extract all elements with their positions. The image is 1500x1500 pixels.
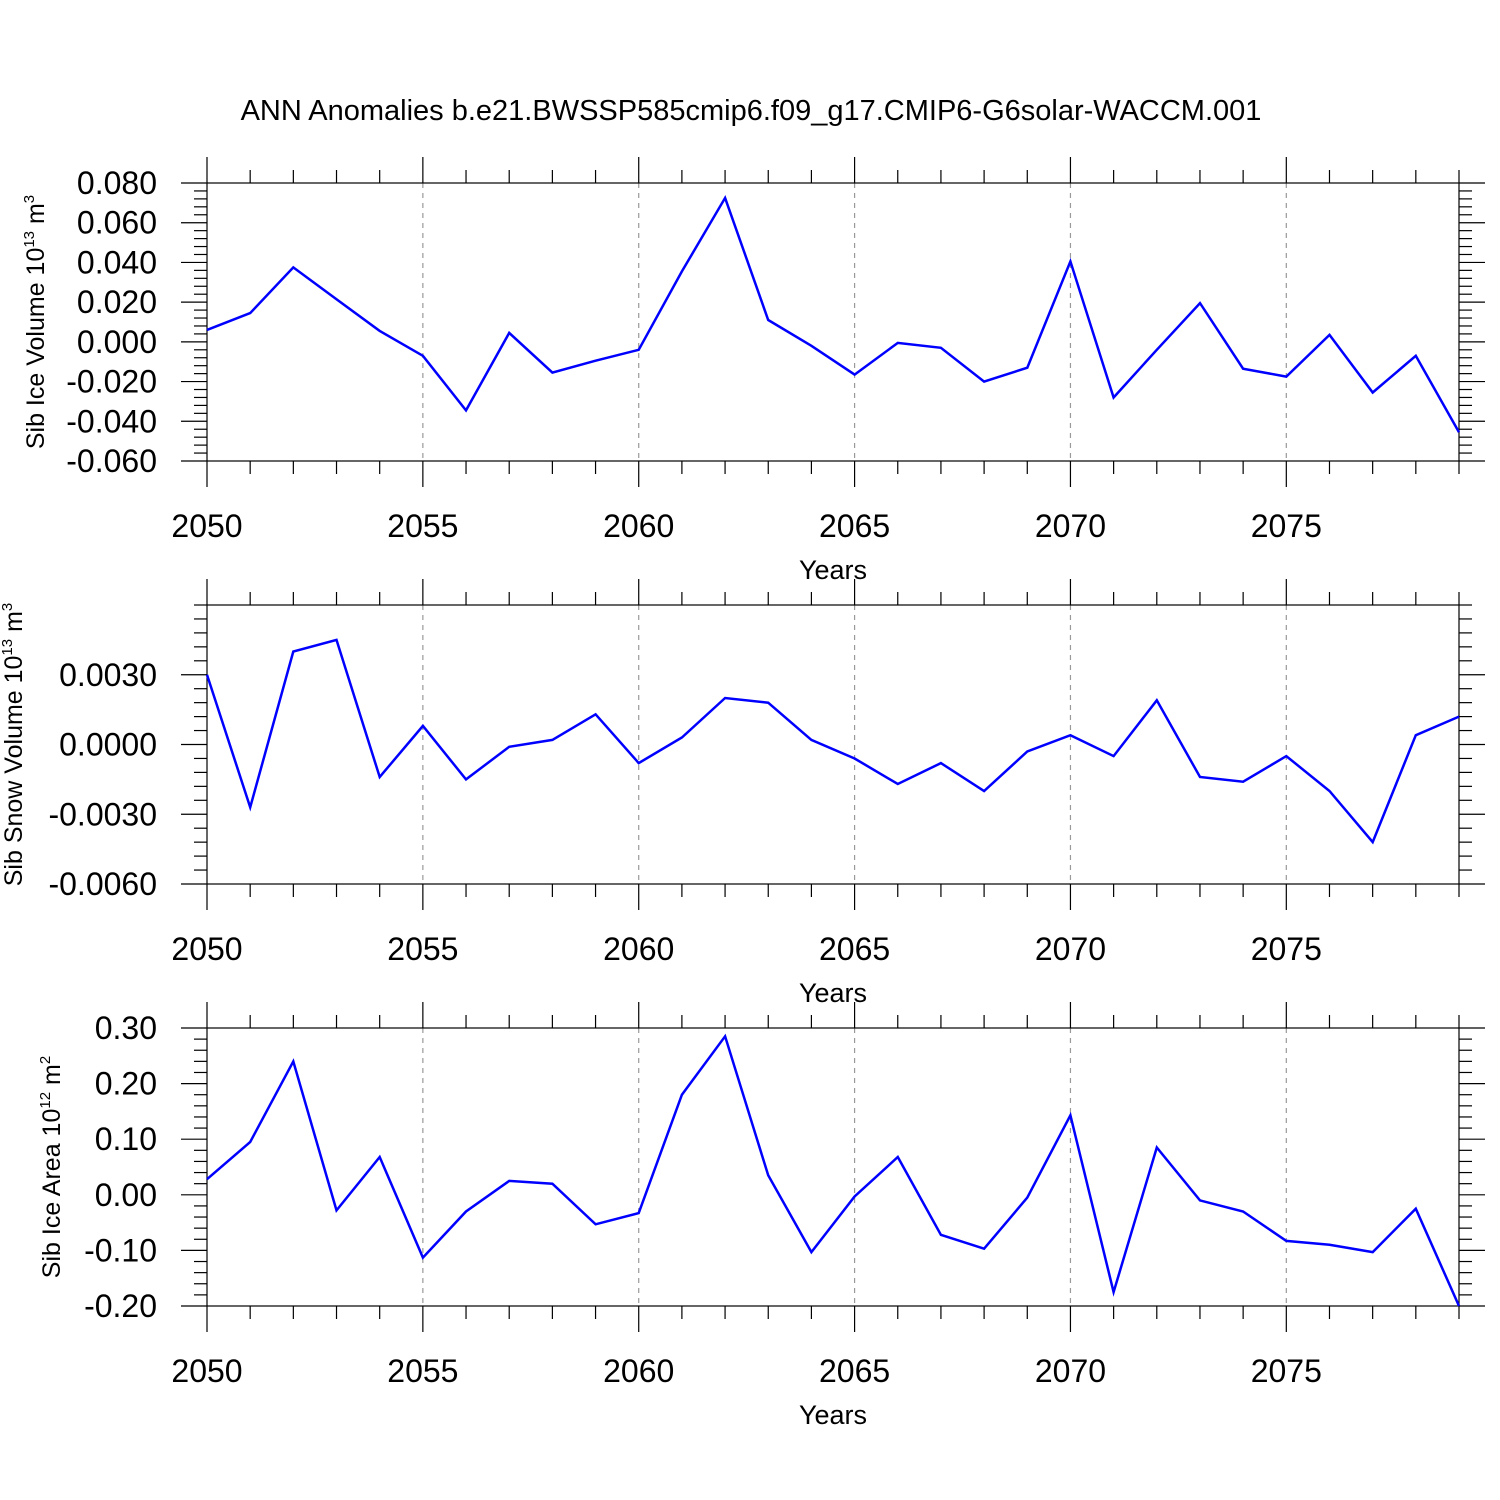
y-tick-label: 0.30 xyxy=(95,1010,157,1046)
y-axis-label: Sib Ice Area 1012 m2 xyxy=(37,1056,66,1278)
x-tick-label: 2060 xyxy=(603,1353,674,1389)
x-tick-label: 2075 xyxy=(1251,931,1322,967)
x-tick-label: 2070 xyxy=(1035,931,1106,967)
x-tick-label: 2065 xyxy=(819,508,890,544)
x-tick-label: 2055 xyxy=(387,508,458,544)
y-tick-label: 0.080 xyxy=(77,165,157,201)
y-tick-label: 0.060 xyxy=(77,205,157,241)
plot-frame xyxy=(206,182,1460,462)
y-tick-label: -0.060 xyxy=(66,443,157,479)
y-axis-label: Sib Snow Volume 1013 m3 xyxy=(0,603,28,887)
y-tick-label: 0.20 xyxy=(95,1066,157,1102)
y-tick-label: -0.20 xyxy=(84,1288,157,1324)
y-tick-label: 0.020 xyxy=(77,284,157,320)
panel-3: -0.20 -0.10 0.00 0.10 0.20 0.30 2050 2055 2060 20… xyxy=(37,1002,1485,1430)
x-tick-label: 2075 xyxy=(1251,508,1322,544)
y-tick-label: 0.000 xyxy=(77,324,157,360)
y-tick-label: -0.10 xyxy=(84,1232,157,1268)
x-tick-label: 2065 xyxy=(819,931,890,967)
x-tick-label: 2060 xyxy=(603,508,674,544)
x-tick-label: 2070 xyxy=(1035,508,1106,544)
series-line xyxy=(206,194,1461,433)
x-axis-label: Years xyxy=(799,555,867,585)
y-tick-label: 0.040 xyxy=(77,244,157,280)
y-tick-label: -0.020 xyxy=(66,364,157,400)
y-tick-label: -0.0060 xyxy=(48,866,157,902)
x-tick-label: 2050 xyxy=(171,1353,242,1389)
y-tick-label: 0.0000 xyxy=(59,727,157,763)
y-tick-label: 0.10 xyxy=(95,1121,157,1157)
x-tick-label: 2075 xyxy=(1251,1353,1322,1389)
x-tick-label: 2050 xyxy=(171,931,242,967)
y-tick-label: 0.0030 xyxy=(59,657,157,693)
y-tick-label: -0.040 xyxy=(66,403,157,439)
panel-2: -0.0060 -0.0030 0.0000 0.0030 2050 2055 2060 20… xyxy=(0,579,1485,1008)
x-tick-label: 2060 xyxy=(603,931,674,967)
x-tick-label: 2055 xyxy=(387,931,458,967)
series-line xyxy=(206,1033,1461,1307)
y-tick-label: -0.0030 xyxy=(48,796,157,832)
x-tick-label: 2065 xyxy=(819,1353,890,1389)
x-tick-label: 2050 xyxy=(171,508,242,544)
x-axis-label: Years xyxy=(799,1400,867,1430)
plot-frame xyxy=(206,1027,1460,1307)
x-axis-label: Years xyxy=(799,978,867,1008)
figure-title: ANN Anomalies b.e21.BWSSP585cmip6.f09_g1… xyxy=(241,95,1262,127)
series-line xyxy=(205,638,1460,845)
y-tick-label: 0.00 xyxy=(95,1177,157,1213)
x-tick-label: 2055 xyxy=(387,1353,458,1389)
x-tick-label: 2070 xyxy=(1035,1353,1106,1389)
y-axis-label: Sib Ice Volume 1013 m3 xyxy=(21,195,50,449)
